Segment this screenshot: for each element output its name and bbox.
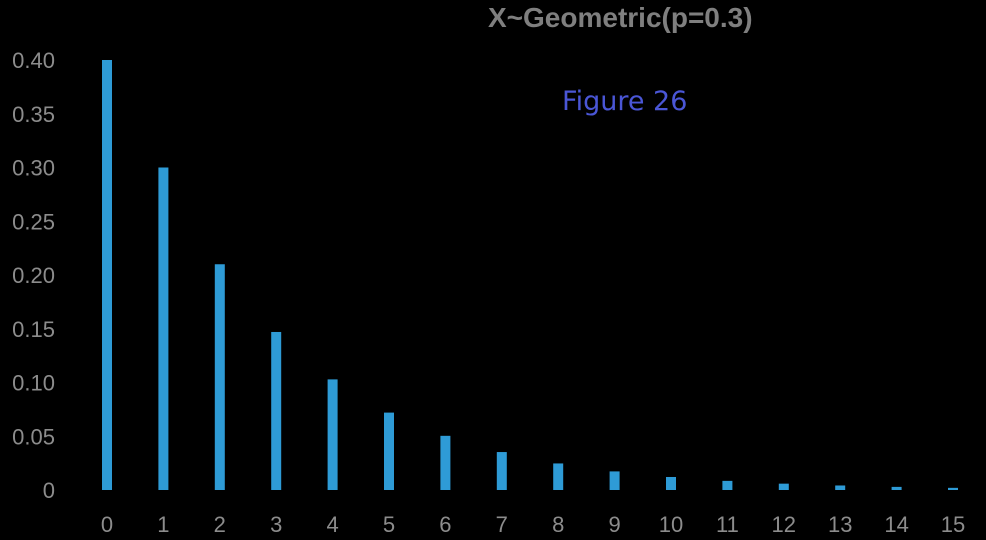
x-tick-label: 8 xyxy=(552,512,564,537)
y-tick-label: 0.30 xyxy=(12,156,55,181)
y-tick-label: 0.10 xyxy=(12,371,55,396)
bar xyxy=(666,476,676,490)
x-tick-label: 12 xyxy=(772,512,796,537)
bar xyxy=(271,331,282,490)
x-tick-label: 6 xyxy=(439,512,451,537)
x-tick-label: 0 xyxy=(101,512,113,537)
bar xyxy=(553,463,564,490)
x-tick-label: 3 xyxy=(270,512,282,537)
bar xyxy=(440,435,451,490)
bar xyxy=(102,60,112,490)
bar xyxy=(722,480,733,490)
x-axis: 0 1 2 3 4 5 6 7 8 9 10 11 12 13 14 15 xyxy=(101,512,965,537)
bar xyxy=(327,379,338,490)
bar xyxy=(948,487,958,490)
bar xyxy=(496,452,507,490)
bar xyxy=(609,471,620,490)
bars xyxy=(102,60,958,490)
y-tick-label: 0.15 xyxy=(12,317,55,342)
x-tick-label: 1 xyxy=(157,512,169,537)
x-tick-label: 2 xyxy=(214,512,226,537)
bar xyxy=(835,485,846,490)
x-tick-label: 7 xyxy=(496,512,508,537)
x-tick-label: 5 xyxy=(383,512,395,537)
x-tick-label: 10 xyxy=(659,512,683,537)
y-tick-label: 0.20 xyxy=(12,263,55,288)
y-tick-label: 0.05 xyxy=(12,424,55,449)
y-tick-label: 0.40 xyxy=(12,48,55,73)
bar xyxy=(384,412,394,490)
x-tick-label: 9 xyxy=(608,512,620,537)
figure-annotation: Figure 26 xyxy=(562,86,688,117)
x-tick-label: 15 xyxy=(941,512,965,537)
bar xyxy=(778,483,789,490)
y-tick-label: 0.35 xyxy=(12,102,55,127)
y-tick-label: 0 xyxy=(43,478,55,503)
x-tick-label: 4 xyxy=(326,512,338,537)
x-tick-label: 14 xyxy=(884,512,908,537)
x-tick-label: 13 xyxy=(828,512,852,537)
chart-title: X~Geometric(p=0.3) xyxy=(488,2,753,33)
x-tick-label: 11 xyxy=(716,512,739,537)
y-tick-label: 0.25 xyxy=(12,209,55,234)
y-axis: 0 0.05 0.10 0.15 0.20 0.25 0.30 0.35 0.40 xyxy=(12,48,55,503)
bar xyxy=(891,486,902,490)
bar xyxy=(214,264,225,490)
bar xyxy=(158,167,169,490)
